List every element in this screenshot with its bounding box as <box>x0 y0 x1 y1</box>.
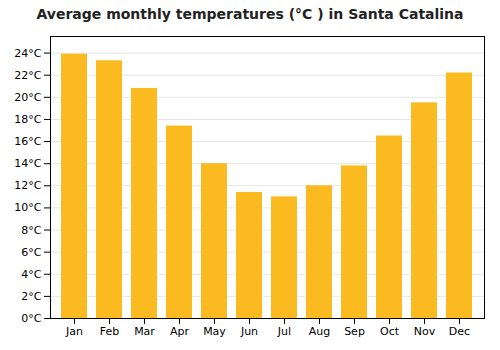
svg-text:Jun: Jun <box>240 325 258 338</box>
svg-text:10°C: 10°C <box>14 201 41 214</box>
svg-text:Apr: Apr <box>170 325 190 338</box>
svg-text:Jul: Jul <box>277 325 291 338</box>
svg-text:May: May <box>203 325 226 338</box>
svg-text:Dec: Dec <box>449 325 470 338</box>
svg-text:12°C: 12°C <box>14 179 41 192</box>
svg-text:24°C: 24°C <box>14 47 41 60</box>
svg-text:Oct: Oct <box>380 325 400 338</box>
svg-text:6°C: 6°C <box>21 246 41 259</box>
svg-text:Nov: Nov <box>414 325 436 338</box>
svg-text:4°C: 4°C <box>21 268 41 281</box>
svg-text:Aug: Aug <box>309 325 330 338</box>
svg-text:0°C: 0°C <box>21 312 41 325</box>
svg-text:14°C: 14°C <box>14 157 41 170</box>
svg-text:2°C: 2°C <box>21 290 41 303</box>
svg-text:Sep: Sep <box>344 325 365 338</box>
svg-text:Jan: Jan <box>65 325 83 338</box>
html-text:Average monthly temperatures (: Average monthly temperatures (°C ) in Sa… <box>36 6 464 22</box>
svg-text:20°C: 20°C <box>14 91 41 104</box>
svg-text:18°C: 18°C <box>14 113 41 126</box>
svg-text:16°C: 16°C <box>14 135 41 148</box>
svg-text:Mar: Mar <box>134 325 155 338</box>
svg-text:8°C: 8°C <box>21 224 41 237</box>
svg-text:22°C: 22°C <box>14 69 41 82</box>
svg-text:Feb: Feb <box>100 325 119 338</box>
